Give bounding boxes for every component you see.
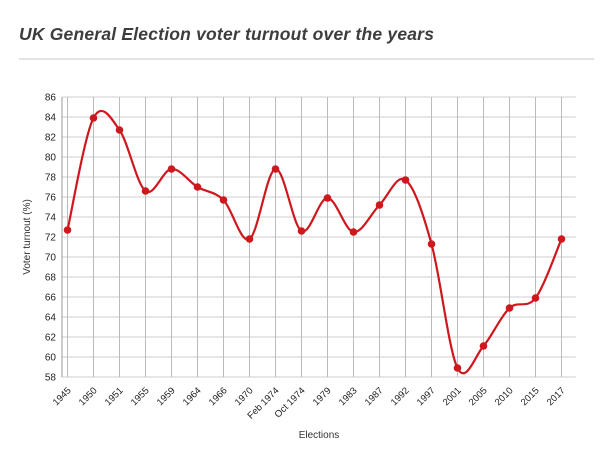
turnout-point bbox=[193, 183, 202, 191]
x-tick-label: 1964 bbox=[181, 385, 204, 408]
y-tick-label: 74 bbox=[45, 213, 57, 224]
x-tick-label: 1955 bbox=[129, 385, 152, 408]
turnout-point bbox=[531, 294, 540, 302]
x-tick-label: 1979 bbox=[311, 385, 334, 408]
y-tick-label: 64 bbox=[45, 313, 57, 324]
turnout-point bbox=[557, 235, 566, 243]
turnout-line bbox=[66, 110, 563, 375]
turnout-point bbox=[141, 187, 150, 195]
x-tick-label: 2017 bbox=[545, 385, 568, 408]
turnout-point bbox=[271, 165, 280, 173]
x-tick-label: 1987 bbox=[363, 385, 386, 408]
turnout-point bbox=[401, 176, 410, 184]
x-axis-title: Elections bbox=[299, 430, 340, 441]
x-tick-label: 2001 bbox=[441, 385, 464, 408]
turnout-point bbox=[245, 235, 254, 243]
turnout-point bbox=[115, 126, 124, 134]
chart-title: UK General Election voter turnout over t… bbox=[19, 24, 435, 44]
turnout-point bbox=[427, 240, 436, 248]
turnout-point bbox=[479, 342, 488, 350]
x-tick-label: 1959 bbox=[155, 385, 178, 408]
x-tick-label: 2015 bbox=[519, 385, 542, 408]
y-tick-label: 80 bbox=[45, 153, 57, 164]
x-tick-label: 1983 bbox=[337, 385, 360, 408]
x-tick-label: 1945 bbox=[51, 385, 74, 408]
turnout-point bbox=[63, 226, 72, 234]
turnout-point bbox=[89, 114, 98, 122]
y-tick-label: 68 bbox=[45, 273, 57, 284]
x-tick-label: 1950 bbox=[77, 385, 100, 408]
y-tick-label: 78 bbox=[45, 173, 57, 184]
turnout-point bbox=[505, 304, 514, 312]
y-tick-label: 76 bbox=[45, 193, 57, 204]
y-tick-label: 82 bbox=[45, 133, 57, 144]
x-tick-label: 2005 bbox=[467, 385, 490, 408]
turnout-point bbox=[375, 201, 384, 209]
y-axis-title: Voter turnout (%) bbox=[22, 199, 33, 275]
y-tick-label: 58 bbox=[45, 373, 57, 384]
y-tick-label: 62 bbox=[45, 333, 57, 344]
y-tick-label: 66 bbox=[45, 293, 57, 304]
turnout-point bbox=[219, 196, 228, 204]
turnout-point bbox=[167, 165, 176, 173]
x-tick-label: 1951 bbox=[103, 385, 126, 408]
x-tick-label: 1970 bbox=[233, 385, 256, 408]
x-tick-label: 2010 bbox=[493, 385, 516, 408]
x-tick-label: 1992 bbox=[389, 385, 412, 408]
title-divider bbox=[19, 58, 594, 60]
y-tick-label: 60 bbox=[45, 353, 57, 364]
y-tick-label: 72 bbox=[45, 233, 57, 244]
turnout-point bbox=[453, 364, 462, 372]
turnout-point bbox=[297, 227, 306, 235]
turnout-line-chart: 86 84 82 80 78 76 74 72 70 68 66 64 62 60 58 1945 1950 19… bbox=[0, 67, 600, 450]
y-tick-label: 86 bbox=[45, 93, 57, 104]
y-tick-label: 84 bbox=[45, 113, 57, 124]
turnout-point bbox=[349, 228, 358, 236]
x-tick-label: 1997 bbox=[415, 385, 438, 408]
turnout-point bbox=[323, 194, 332, 202]
x-tick-label: 1966 bbox=[207, 385, 230, 408]
y-tick-label: 70 bbox=[45, 253, 57, 264]
